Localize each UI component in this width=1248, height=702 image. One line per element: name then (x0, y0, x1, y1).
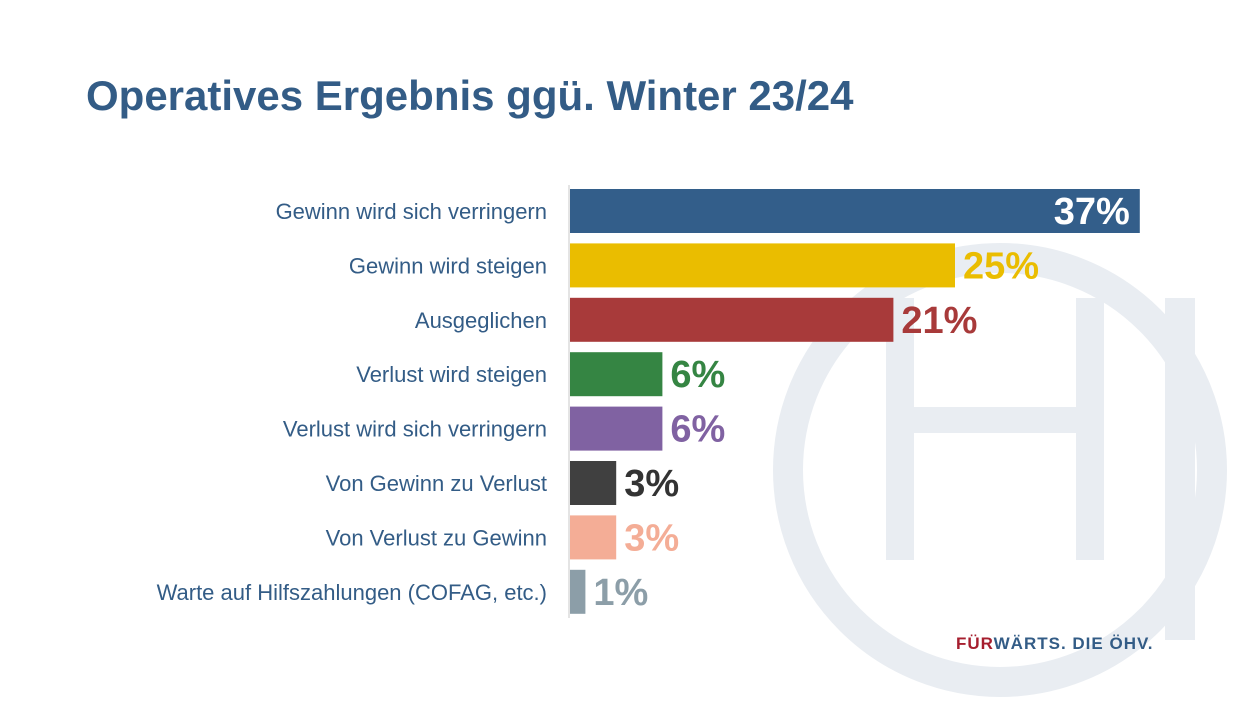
footer-slogan-part2: WÄRTS. DIE ÖHV. (993, 634, 1154, 653)
footer-slogan: FÜRWÄRTS. DIE ÖHV. (956, 634, 1153, 654)
value-label: 6% (670, 354, 725, 396)
value-label: 21% (901, 300, 977, 342)
value-label: 37% (1054, 191, 1130, 233)
bar-6 (570, 461, 617, 505)
value-label: 1% (593, 572, 648, 614)
category-label: Warte auf Hilfszahlungen (COFAG, etc.) (157, 580, 547, 605)
page-title: Operatives Ergebnis ggü. Winter 23/24 (86, 72, 854, 119)
category-label: Verlust wird sich verringern (283, 417, 547, 442)
value-label: 6% (670, 409, 725, 451)
value-label: 25% (963, 245, 1039, 287)
bar-3 (570, 297, 894, 342)
value-label: 3% (624, 463, 679, 505)
value-label: 3% (624, 517, 679, 559)
category-label: Von Verlust zu Gewinn (326, 525, 547, 550)
bar-1 (570, 189, 1140, 233)
bar-8 (570, 569, 586, 614)
category-label: Ausgeglichen (415, 308, 547, 333)
bar-7 (570, 515, 617, 560)
bar-4 (570, 352, 663, 397)
category-label: Von Gewinn zu Verlust (326, 471, 547, 496)
category-label: Verlust wird steigen (356, 362, 547, 387)
footer-slogan-part1: FÜR (956, 634, 994, 653)
bar-5 (570, 406, 663, 451)
bar-2 (570, 243, 955, 288)
category-label: Gewinn wird steigen (349, 253, 547, 278)
category-label: Gewinn wird sich verringern (276, 199, 547, 224)
